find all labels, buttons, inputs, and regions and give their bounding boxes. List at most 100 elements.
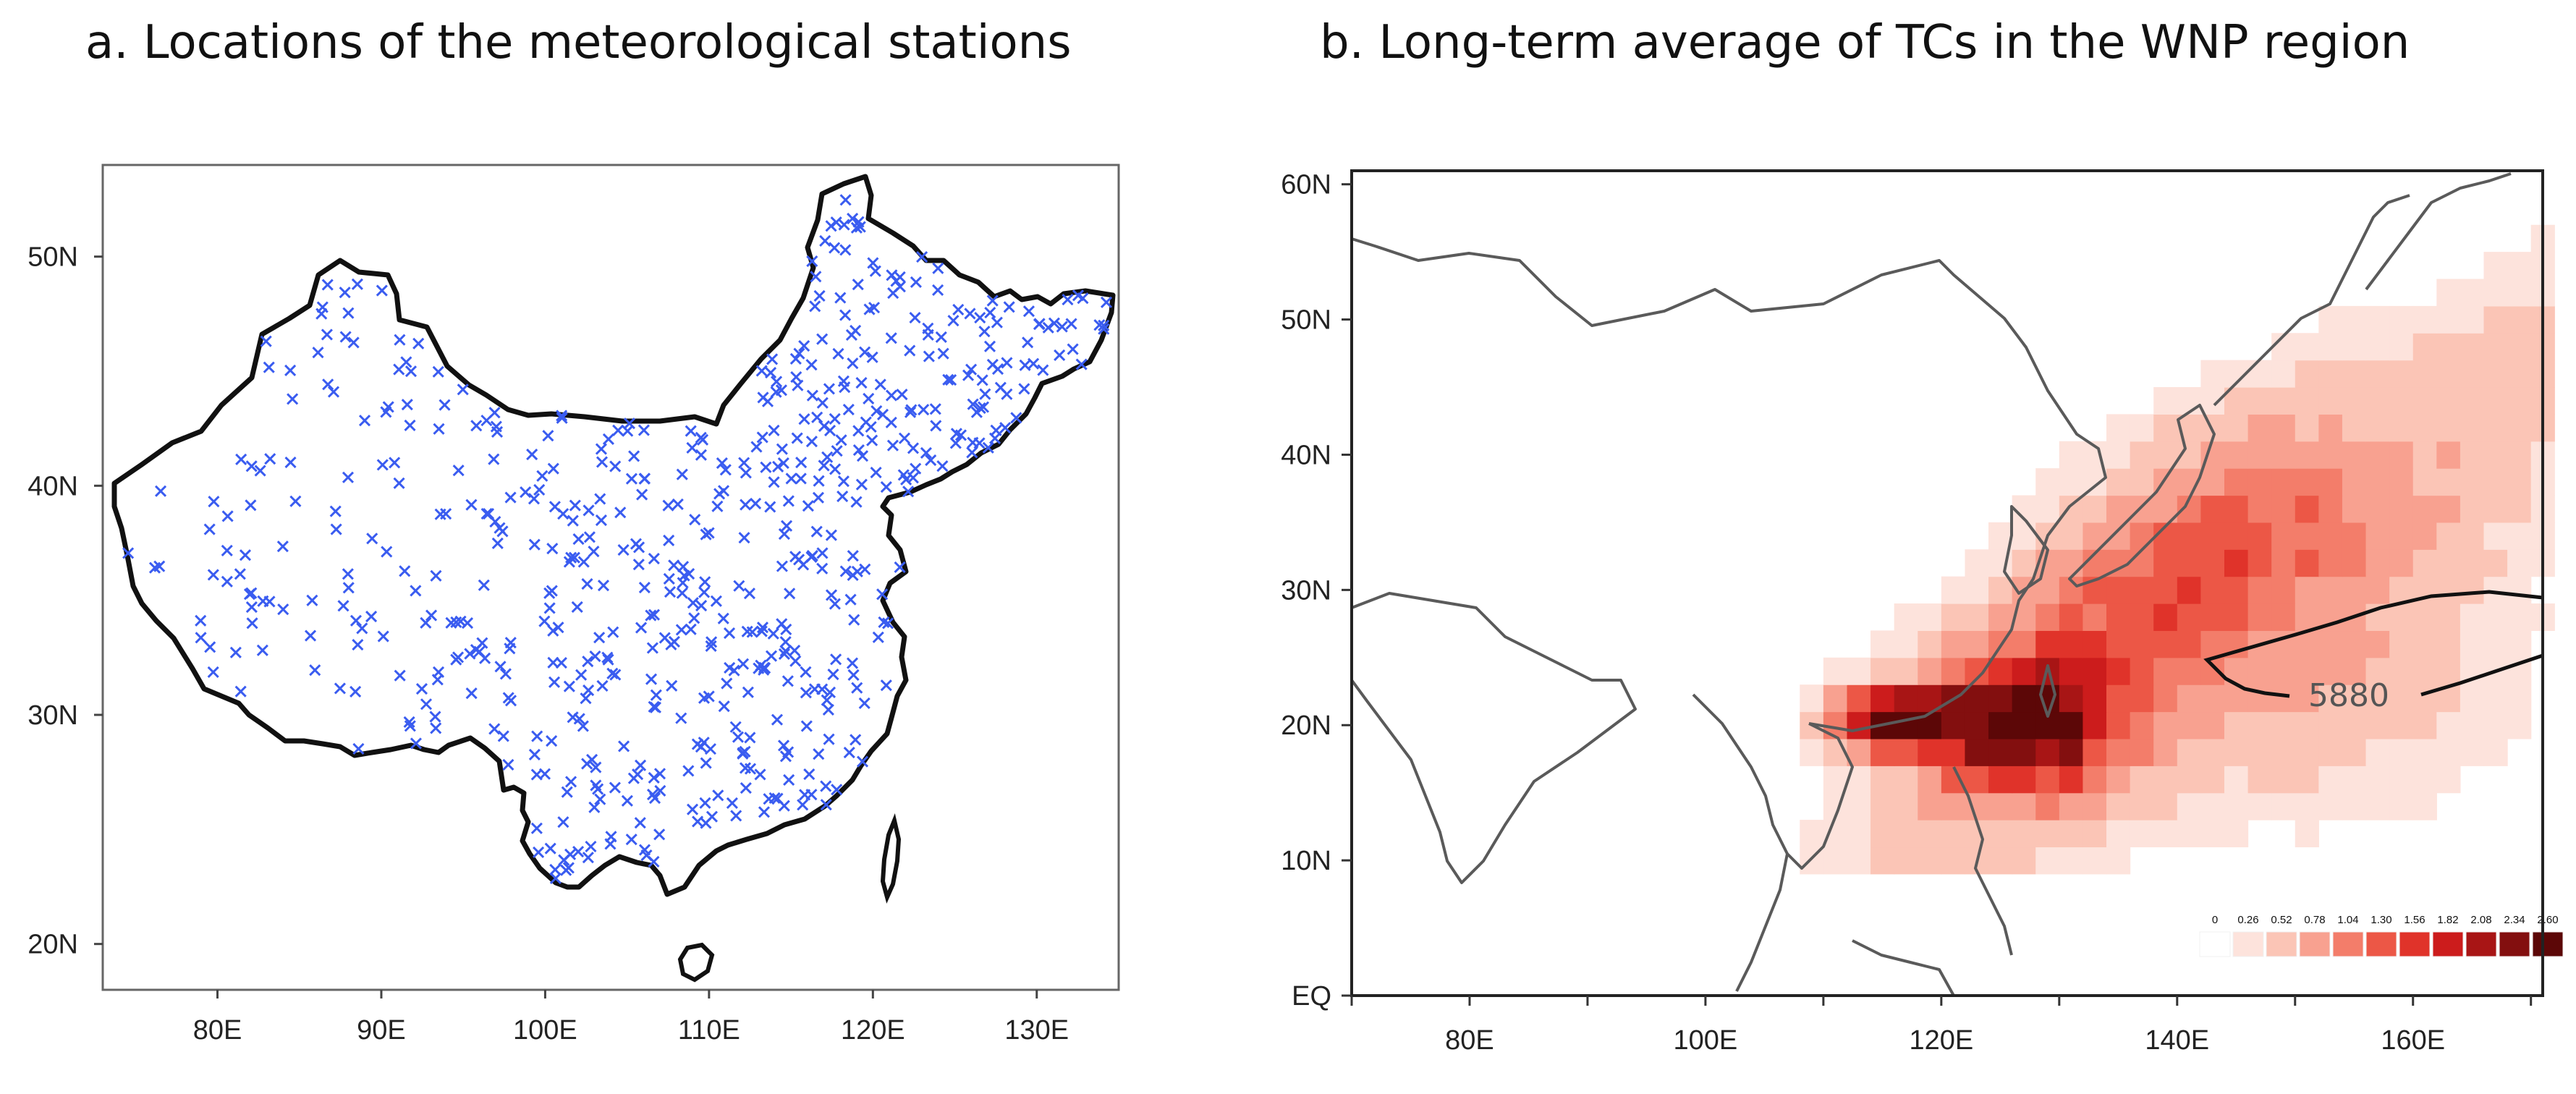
heat-cell: [2247, 792, 2272, 820]
station-marker: [837, 475, 850, 488]
station-marker: [581, 577, 593, 590]
heat-cell: [2177, 549, 2201, 577]
station-marker: [687, 597, 699, 609]
station-marker: [755, 625, 768, 637]
station-marker: [766, 353, 779, 365]
station-marker: [869, 265, 881, 277]
heat-cell: [2483, 711, 2508, 739]
station-marker: [671, 498, 684, 511]
panel-b-title: b. Long-term average of TCs in the WNP r…: [1320, 16, 2410, 69]
heat-cell: [2365, 495, 2390, 523]
station-marker: [876, 408, 889, 420]
station-marker: [349, 614, 363, 627]
heat-cell: [2130, 468, 2154, 496]
heat-cell: [2389, 792, 2414, 820]
station-marker: [480, 507, 493, 520]
heat-cell: [2507, 522, 2532, 550]
heat-cell: [2130, 657, 2154, 685]
station-marker: [596, 679, 609, 692]
station-marker: [263, 595, 276, 608]
station-marker: [779, 750, 792, 763]
station-marker: [663, 534, 675, 547]
heat-cell: [2342, 738, 2367, 766]
heat-cell: [2083, 657, 2107, 685]
station-marker: [491, 537, 504, 549]
station-marker: [982, 441, 994, 454]
heat-cell: [2200, 387, 2225, 415]
station-marker: [823, 383, 835, 395]
a-lon-tick-label: 120E: [841, 1015, 905, 1046]
station-marker: [1028, 357, 1040, 370]
heat-cell: [1918, 738, 1942, 766]
station-marker: [207, 666, 219, 679]
station-marker: [902, 485, 915, 498]
station-marker: [874, 378, 886, 391]
heat-cell: [2059, 684, 2084, 713]
station-marker: [802, 500, 814, 512]
heat-cell: [2295, 738, 2319, 766]
station-marker: [432, 365, 444, 378]
heat-cell: [2295, 684, 2319, 713]
station-marker: [488, 407, 501, 419]
station-marker: [528, 748, 541, 761]
station-marker: [612, 424, 624, 436]
station-marker: [582, 656, 594, 668]
heat-cell: [2365, 468, 2390, 496]
heat-cell: [2130, 711, 2154, 739]
heat-cell: [2012, 766, 2036, 794]
station-marker: [711, 500, 724, 512]
heat-cell: [2177, 657, 2201, 685]
station-marker: [377, 630, 389, 643]
coastline-indochina: [1692, 693, 1854, 992]
station-marker: [757, 391, 769, 404]
station-marker: [1065, 318, 1077, 330]
heat-cell: [2106, 414, 2131, 442]
heat-cell: [1870, 820, 1895, 848]
heat-cell: [2059, 603, 2084, 632]
heat-cell: [1894, 630, 1918, 658]
heat-cell: [2436, 441, 2461, 469]
station-marker: [1001, 357, 1013, 369]
station-marker: [580, 692, 592, 705]
station-marker: [779, 645, 792, 657]
heat-cell: [2342, 305, 2367, 334]
heat-cell: [1988, 603, 2013, 632]
heat-cell: [2247, 549, 2272, 577]
station-marker: [845, 328, 857, 342]
heat-cell: [2059, 766, 2084, 794]
heat-cell: [1823, 820, 1848, 848]
station-marker: [810, 525, 823, 538]
station-marker: [221, 575, 233, 588]
station-marker: [589, 650, 601, 663]
station-marker: [465, 499, 478, 511]
station-marker: [431, 674, 444, 686]
station-marker: [970, 406, 983, 418]
heat-cell: [2083, 792, 2107, 820]
station-marker: [771, 713, 784, 726]
heat-cell: [2035, 847, 2060, 875]
station-marker: [782, 495, 795, 507]
heat-cell: [1870, 847, 1895, 875]
station-marker: [547, 624, 559, 637]
b-lon-tick-label: 80E: [1445, 1025, 1494, 1056]
heat-cell: [2389, 684, 2414, 713]
station-marker: [936, 460, 949, 472]
heat-cell: [2200, 820, 2225, 848]
heat-cell: [2436, 766, 2461, 794]
heat-cell: [2342, 441, 2367, 469]
heat-cell: [2483, 522, 2508, 550]
heat-cell: [2318, 576, 2343, 604]
station-marker: [776, 443, 788, 455]
heat-cell: [2083, 495, 2107, 523]
station-marker: [675, 624, 687, 636]
station-marker: [562, 862, 575, 874]
colorbar-swatch: [2399, 931, 2431, 957]
station-marker: [974, 311, 986, 324]
station-marker: [504, 491, 517, 504]
heat-cell: [2318, 766, 2343, 794]
heat-cell: [2483, 333, 2508, 361]
station-marker: [546, 543, 559, 555]
heat-cell: [2460, 684, 2485, 713]
heat-cell: [2153, 738, 2178, 766]
